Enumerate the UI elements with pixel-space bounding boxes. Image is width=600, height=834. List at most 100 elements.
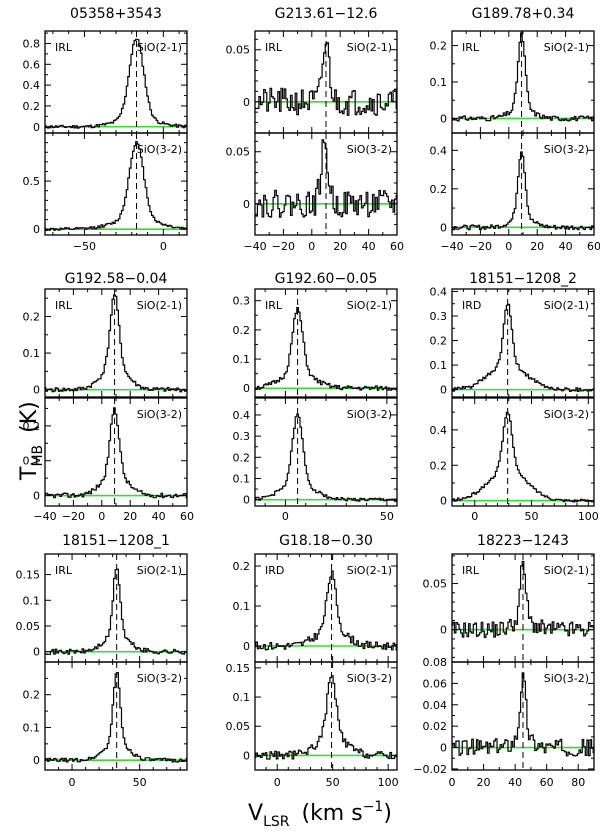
spectrum-line (45, 569, 187, 654)
x-tick-label: 0 (69, 776, 76, 789)
transition-label: SiO(3-2) (137, 408, 182, 421)
chart-title: G213.61−12.6 (275, 6, 378, 22)
x-tick-label: 20 (477, 776, 491, 789)
x-tick-label: −20 (469, 240, 492, 253)
y-tick-label: 0.2 (23, 689, 41, 702)
y-tick-label: 0.1 (23, 721, 41, 734)
x-tick-label: 100 (378, 776, 399, 789)
transition-label: SiO(2-1) (347, 299, 392, 312)
x-tick-label: 100 (578, 510, 599, 523)
x-tick-label: 20 (123, 510, 137, 523)
x-tick-label: 0 (160, 240, 167, 253)
y-tick-label: 0.04 (423, 699, 448, 712)
transition-label: SiO(2-1) (544, 564, 589, 577)
x-tick-label: 50 (525, 510, 539, 523)
x-axis-label-main: V (248, 801, 263, 826)
y-tick-label: 0 (440, 384, 447, 397)
y-tick-label: 0 (33, 646, 40, 659)
classification-label: IRL (265, 41, 283, 54)
y-tick-label: 0.4 (23, 79, 41, 92)
y-tick-label: 0 (243, 198, 250, 211)
y-tick-label: 0 (33, 754, 40, 767)
transition-label: SiO(2-1) (347, 564, 392, 577)
transition-label: SiO(2-1) (544, 299, 589, 312)
y-tick-label: 0 (243, 96, 250, 109)
spectrum-line (452, 304, 594, 391)
x-tick-label: 40 (559, 240, 573, 253)
chart-6: 18151−1208_200.10.20.30.4SiO(2-1)IRD00.2… (430, 271, 599, 523)
x-tick-label: 0 (471, 510, 478, 523)
x-tick-label: 50 (326, 776, 340, 789)
y-tick-label: 0.05 (16, 620, 41, 633)
x-axis-label-close: ) (383, 801, 392, 826)
y-tick-label: 0.2 (23, 310, 41, 323)
transition-label: SiO(3-2) (544, 143, 589, 156)
chart-title: G192.60−0.05 (275, 271, 378, 287)
y-tick-label: 0.1 (430, 359, 448, 372)
y-tick-label: 0 (440, 495, 447, 508)
chart-title: 18223−1243 (477, 533, 569, 549)
classification-label: IRD (265, 564, 284, 577)
transition-label: SiO(3-2) (347, 143, 392, 156)
chart-9: 18223−124300.05SiO(2-1)IRL−0.0200.020.04… (413, 533, 594, 789)
y-tick-label: 0.1 (430, 76, 448, 89)
y-tick-label: 0.4 (233, 409, 251, 422)
chart-title: 18151−1208_2 (469, 271, 577, 287)
y-tick-label: 0.2 (430, 335, 448, 348)
x-tick-label: −40 (243, 240, 266, 253)
y-tick-label: 0.3 (430, 310, 448, 323)
classification-label: IRL (55, 299, 73, 312)
y-tick-label: 0.4 (430, 144, 448, 157)
classification-label: IRL (55, 564, 73, 577)
x-tick-label: −40 (440, 240, 463, 253)
x-tick-label: 60 (540, 776, 554, 789)
y-tick-label: 0.1 (23, 594, 41, 607)
x-tick-label: 60 (390, 240, 404, 253)
spectrum-line (45, 673, 187, 762)
y-tick-label: 0.1 (233, 353, 251, 366)
svg-text:TMB(K): TMB(K) (17, 401, 46, 481)
spectrum-line (45, 408, 187, 498)
transition-label: SiO(3-2) (347, 408, 392, 421)
classification-label: IRL (55, 41, 73, 54)
x-tick-label: 60 (180, 510, 194, 523)
y-tick-label: 0.2 (23, 100, 41, 113)
x-tick-label: 20 (530, 240, 544, 253)
classification-label: IRL (462, 41, 480, 54)
y-axis-label-main: T (17, 466, 42, 481)
x-tick-label: 50 (380, 510, 394, 523)
y-tick-label: 0.06 (423, 677, 448, 690)
y-axis-label-unit: (K) (17, 401, 42, 433)
transition-label: SiO(2-1) (137, 299, 182, 312)
y-tick-label: 0.2 (430, 40, 448, 53)
x-tick-label: 40 (508, 776, 522, 789)
y-tick-label: 0.5 (23, 175, 41, 188)
transition-label: SiO(3-2) (347, 672, 392, 685)
y-tick-label: 0.2 (233, 560, 251, 573)
spectrum-line (255, 676, 397, 759)
chart-title: G192.58−0.04 (65, 271, 168, 287)
y-tick-label: 0.8 (23, 37, 41, 50)
spectrum-line (255, 571, 397, 650)
y-tick-label: 0.1 (233, 472, 251, 485)
y-tick-label: 0 (33, 121, 40, 134)
transition-label: SiO(3-2) (544, 408, 589, 421)
y-tick-label: 0.05 (226, 720, 251, 733)
transition-label: SiO(3-2) (137, 143, 182, 156)
x-axis-label: VLSR(km s−1) (240, 796, 460, 830)
classification-label: IRL (462, 564, 480, 577)
y-tick-label: 0.6 (23, 58, 41, 71)
